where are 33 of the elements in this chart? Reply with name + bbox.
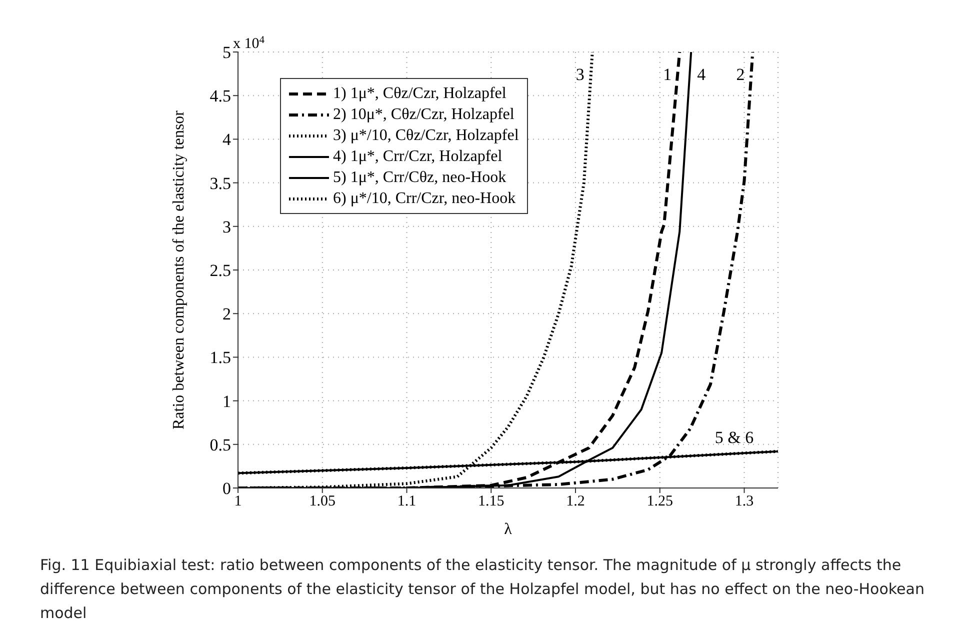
y-tick-label: 1.5 — [210, 348, 231, 368]
y-tick-label: 5 — [222, 43, 231, 62]
y-tick-label: 0 — [222, 479, 231, 498]
y-tick-label: 4 — [222, 130, 232, 150]
x-tick-label: 1.15 — [478, 494, 504, 510]
annotation: 3 — [576, 65, 584, 84]
annotation: 2 — [736, 65, 745, 84]
legend-label: 6) μ*/10, Crr/Czr, neo-Hook — [333, 190, 516, 208]
legend-label: 2) 10μ*, Cθz/Czr, Holzapfel — [333, 106, 514, 124]
legend-label: 4) 1μ*, Crr/Czr, Holzapfel — [333, 148, 502, 166]
y-tick-label: 4.5 — [210, 86, 231, 106]
legend-label: 5) 1μ*, Crr/Cθz, neo-Hook — [333, 168, 506, 186]
y-tick-label: 0.5 — [210, 435, 231, 454]
x-tick-label: 1.05 — [309, 494, 336, 510]
y-tick-label: 3 — [222, 217, 231, 236]
x-tick-label: 1 — [234, 494, 242, 510]
x-axis-title: λ — [504, 521, 512, 538]
x-tick-label: 1.1 — [397, 494, 416, 510]
annotation: 4 — [697, 65, 706, 84]
y-tick-label: 3.5 — [210, 174, 231, 193]
legend-label: 1) 1μ*, Cθz/Czr, Holzapfel — [333, 84, 506, 102]
annotation: 5 & 6 — [714, 428, 754, 448]
x-tick-label: 1.2 — [566, 494, 585, 510]
x-tick-label: 1.25 — [646, 494, 673, 510]
y-axis-title: Ratio between components of the elasticity tensor — [170, 110, 188, 430]
y-tick-label: 2.5 — [210, 261, 231, 280]
y-tick-label: 2 — [222, 304, 231, 324]
y-tick-label: 1 — [222, 392, 231, 411]
x-tick-label: 1.3 — [734, 494, 754, 510]
annotation: 1 — [663, 65, 672, 84]
legend-label: 3) μ*/10, Cθz/Czr, Holzapfel — [333, 126, 519, 144]
caption: Fig. 11 Equibiaxial test: ratio between components of the elasticity tensor. The magnitude of μ strongly affects the difference between components of the elasticity tensor of the Holzapfel model, but has no effect on the neo-Hookean model — [40, 555, 926, 624]
annotation: x 10$^{4}$ — [233, 34, 266, 52]
